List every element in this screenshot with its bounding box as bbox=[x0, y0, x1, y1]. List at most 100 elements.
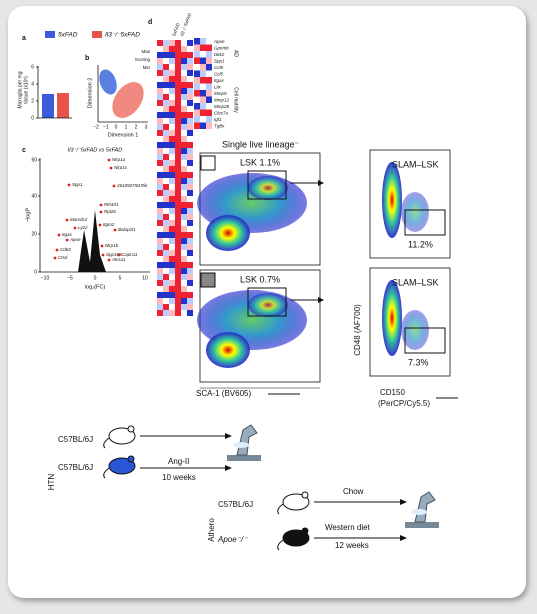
heat-cell bbox=[157, 70, 163, 76]
heat-cell bbox=[175, 136, 181, 142]
label: −10 bbox=[41, 275, 50, 281]
heat-cell bbox=[175, 286, 181, 292]
heat-cell bbox=[200, 77, 206, 84]
scope bbox=[411, 509, 427, 515]
heat-cell bbox=[157, 202, 163, 208]
heat-cell bbox=[169, 280, 175, 286]
label: Ang-II bbox=[168, 457, 189, 466]
heat-cell bbox=[187, 292, 193, 298]
label: 0 bbox=[31, 115, 34, 121]
heat-cell bbox=[175, 274, 181, 280]
gene-dot bbox=[107, 158, 111, 162]
heat-cell bbox=[169, 184, 175, 190]
heat-cell bbox=[187, 238, 193, 244]
heat-cell bbox=[175, 112, 181, 118]
gene-dot bbox=[100, 244, 104, 248]
heat-cell bbox=[163, 118, 169, 124]
heat-cell bbox=[187, 196, 193, 202]
heat-cell bbox=[169, 82, 175, 88]
heat-cell bbox=[163, 112, 169, 118]
heat-cell bbox=[187, 46, 193, 52]
heat-cell bbox=[157, 268, 163, 274]
heat-cell bbox=[187, 298, 193, 304]
gene-dot bbox=[107, 258, 111, 262]
heat-cell bbox=[163, 148, 169, 154]
label: Dkk2 bbox=[214, 52, 225, 57]
heat-cell bbox=[175, 250, 181, 256]
label: (PerCP/Cy5.5) bbox=[378, 399, 430, 408]
heat-cell bbox=[163, 172, 169, 178]
heat-cell bbox=[157, 304, 163, 310]
label: Lilx bbox=[214, 85, 222, 90]
label: Clec7a bbox=[214, 111, 229, 116]
label: Microglia per mg bbox=[17, 71, 23, 108]
icon bbox=[200, 155, 216, 171]
label: Apoe bbox=[213, 39, 225, 44]
label: Rpl26 bbox=[104, 209, 116, 214]
heat-cell bbox=[200, 38, 206, 45]
label: 6 bbox=[31, 64, 34, 70]
heat-cell bbox=[206, 64, 212, 71]
heat-cell bbox=[181, 40, 187, 46]
label: 2610507I01Rik bbox=[116, 183, 148, 188]
heat-cell bbox=[187, 148, 193, 154]
heat-cell bbox=[175, 76, 181, 82]
heat-cell bbox=[169, 70, 175, 76]
heat-cell bbox=[169, 274, 175, 280]
heat-cell bbox=[169, 100, 175, 106]
heat-cell bbox=[187, 40, 193, 46]
label: SLAM–LSK bbox=[392, 277, 439, 287]
heat-cell bbox=[157, 244, 163, 250]
heat-cell bbox=[175, 256, 181, 262]
heat-cell bbox=[187, 214, 193, 220]
label: tissue (x10³) bbox=[23, 76, 29, 104]
heat-cell bbox=[187, 190, 193, 196]
heat-cell bbox=[157, 40, 163, 46]
heat-cell bbox=[157, 292, 163, 298]
heat-cell bbox=[157, 178, 163, 184]
heat-cell bbox=[194, 57, 200, 64]
label: Nlrp1c bbox=[114, 165, 128, 170]
heat-cell bbox=[157, 58, 163, 64]
heat-cell bbox=[163, 220, 169, 226]
label: Rtn4rl1 bbox=[104, 202, 119, 207]
heat-cell bbox=[181, 58, 187, 64]
mouse-tail bbox=[277, 503, 284, 515]
heat-cell bbox=[175, 52, 181, 58]
label: LSK 1.1% bbox=[240, 157, 280, 167]
heat-cell bbox=[181, 292, 187, 298]
heat-cell bbox=[181, 52, 187, 58]
heat-cell bbox=[157, 172, 163, 178]
heat-cell bbox=[169, 196, 175, 202]
heat-cell bbox=[187, 268, 193, 274]
label: −1 bbox=[103, 124, 109, 130]
heat-cell bbox=[163, 226, 169, 232]
heat-cell bbox=[163, 136, 169, 142]
mouse-ear bbox=[127, 425, 135, 433]
cluster bbox=[112, 81, 144, 119]
density bbox=[248, 176, 288, 200]
heat-cell bbox=[200, 44, 206, 51]
heat-cell bbox=[187, 166, 193, 172]
heat-cell bbox=[169, 304, 175, 310]
label: Spp1 bbox=[72, 182, 83, 187]
heat-cell bbox=[187, 220, 193, 226]
heat-cell bbox=[169, 310, 175, 316]
heat-cell bbox=[181, 166, 187, 172]
heat-cell bbox=[181, 280, 187, 286]
heat-cell bbox=[194, 96, 200, 103]
density bbox=[401, 192, 429, 232]
label: Itgax bbox=[214, 78, 225, 83]
heat-cell bbox=[169, 172, 175, 178]
heat-cell bbox=[181, 286, 187, 292]
heat-cell bbox=[169, 256, 175, 262]
label: 10 weeks bbox=[162, 473, 196, 482]
heat-cell bbox=[169, 202, 175, 208]
heat-cell bbox=[169, 142, 175, 148]
heat-cell bbox=[187, 172, 193, 178]
heat-cell bbox=[187, 130, 193, 136]
heat-cell bbox=[206, 70, 212, 77]
heat-cell bbox=[163, 88, 169, 94]
heat-cell bbox=[157, 226, 163, 232]
heat-cell bbox=[194, 83, 200, 90]
